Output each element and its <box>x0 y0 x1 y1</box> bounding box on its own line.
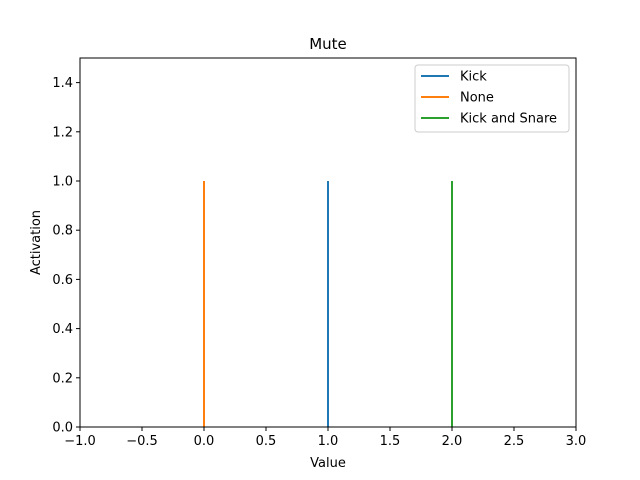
x-tick-label: 1.0 <box>318 434 339 449</box>
x-axis-label: Value <box>310 456 346 471</box>
legend: Kick None Kick and Snare <box>414 64 570 133</box>
legend-label-0: Kick <box>460 70 487 85</box>
legend-label-2: Kick and Snare <box>460 112 557 127</box>
y-tick-label: 1.4 <box>52 76 73 91</box>
chart-title: Mute <box>309 35 347 53</box>
y-tick-label: 0.4 <box>52 322 73 337</box>
y-tick-label: 1.2 <box>52 125 73 140</box>
y-tick-label: 1.0 <box>52 175 73 190</box>
y-axis: 0.0 0.2 0.4 0.6 0.8 1.0 1.2 1.4 <box>52 76 80 436</box>
x-tick-label: 2.5 <box>504 434 525 449</box>
x-tick-label: 0.0 <box>194 434 215 449</box>
y-tick-label: 0.0 <box>52 421 73 436</box>
x-tick-label: −1.0 <box>64 434 96 449</box>
y-axis-label: Activation <box>29 210 44 275</box>
x-tick-label: 2.0 <box>442 434 463 449</box>
x-axis: −1.0 −0.5 0.0 0.5 1.0 1.5 2.0 2.5 3.0 <box>64 427 586 449</box>
x-tick-label: 0.5 <box>256 434 277 449</box>
plot-area <box>203 181 453 427</box>
x-tick-label: −0.5 <box>126 434 158 449</box>
y-tick-label: 0.8 <box>52 224 73 239</box>
y-tick-label: 0.2 <box>52 371 73 386</box>
x-tick-label: 1.5 <box>380 434 401 449</box>
x-tick-label: 3.0 <box>566 434 587 449</box>
legend-label-1: None <box>460 91 494 106</box>
legend-box <box>414 64 570 133</box>
y-tick-label: 0.6 <box>52 273 73 288</box>
